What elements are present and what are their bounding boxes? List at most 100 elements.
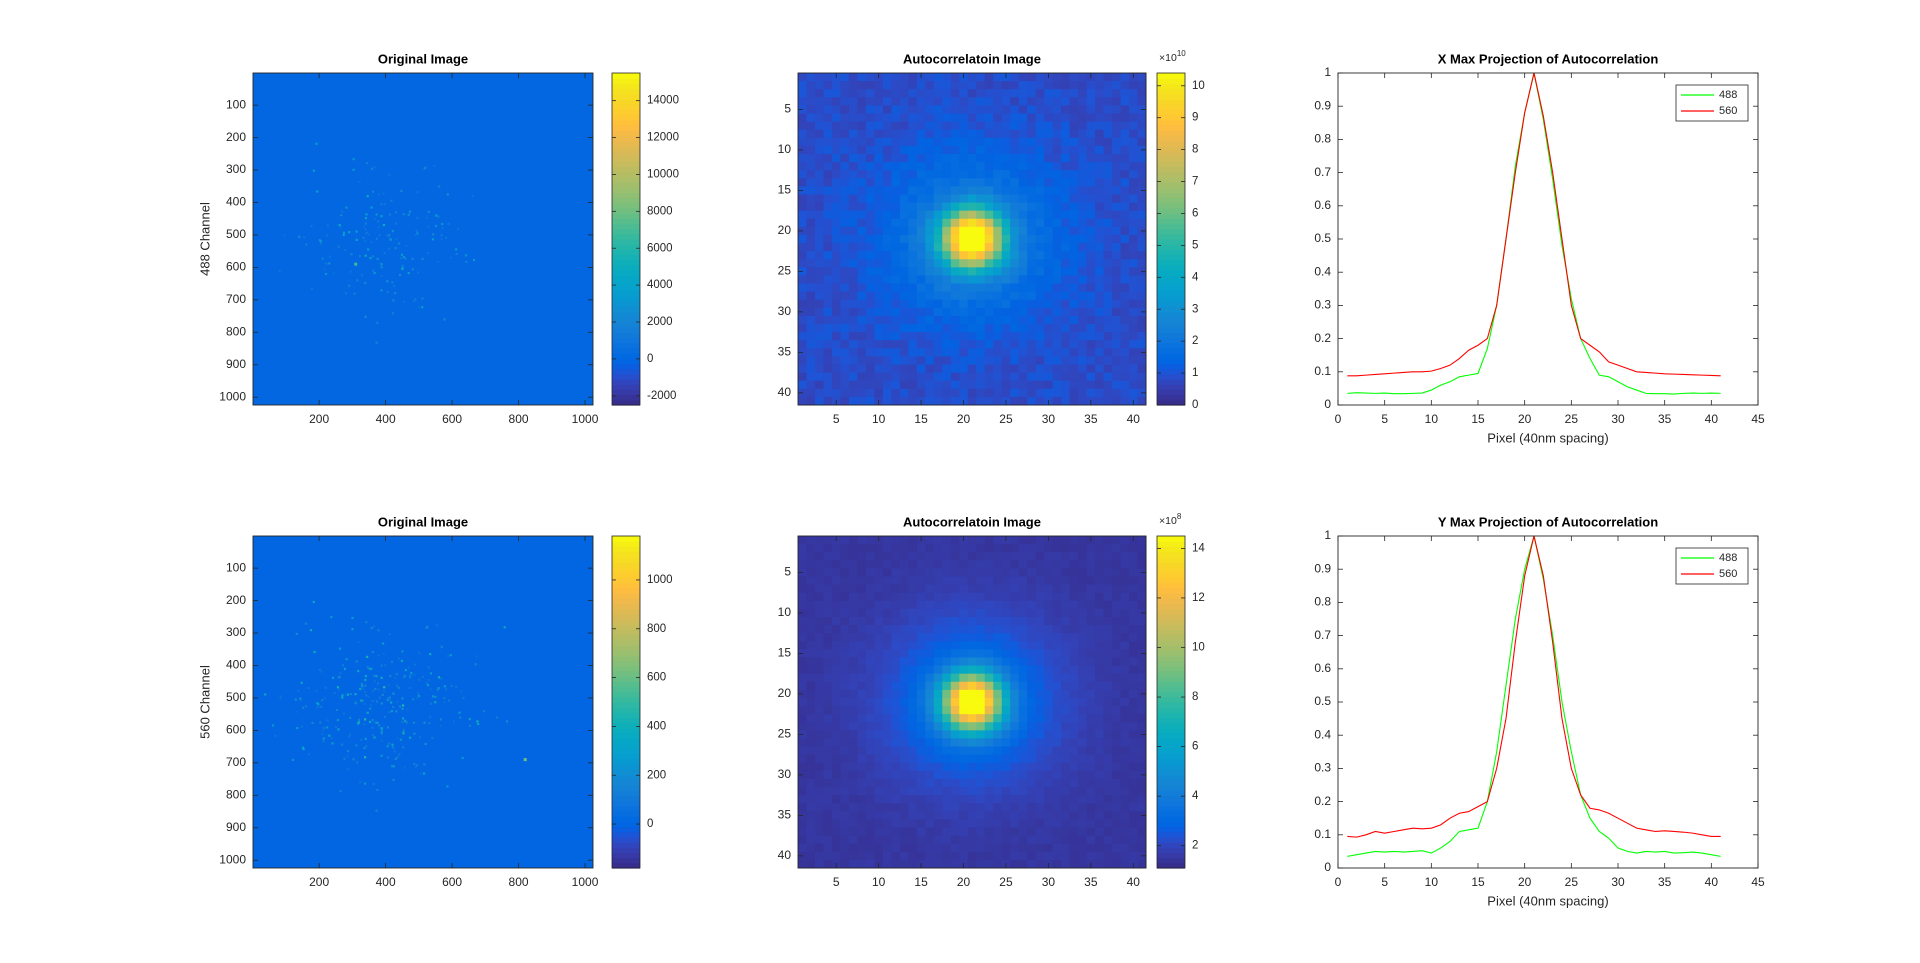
heatmap-cell — [1120, 625, 1130, 634]
heatmap-cell — [814, 568, 824, 577]
heatmap-cell — [806, 600, 816, 610]
spot — [319, 239, 322, 243]
heatmap-cell — [1018, 625, 1028, 634]
heatmap-cell — [1010, 803, 1020, 812]
heatmap-cell — [1112, 202, 1122, 212]
heatmap-cell — [874, 681, 884, 691]
heatmap-cell — [1112, 835, 1122, 845]
heatmap-cell — [1112, 137, 1122, 147]
heatmap-cell — [1010, 851, 1020, 861]
heatmap-cell — [950, 641, 960, 650]
heatmap-cell — [933, 843, 943, 853]
heatmap-cell — [959, 746, 969, 756]
heatmap-cell — [1069, 665, 1079, 675]
heatmap-cell — [950, 778, 960, 788]
heatmap-cell — [831, 608, 841, 618]
heatmap-cell — [1035, 730, 1045, 739]
heatmap-cell — [899, 259, 909, 268]
heatmap-cell — [857, 210, 867, 220]
heatmap-cell — [1010, 584, 1020, 594]
heatmap-cell — [798, 234, 807, 244]
heatmap-cell — [874, 778, 884, 788]
heatmap-cell — [814, 592, 824, 602]
heatmap-cell — [798, 291, 807, 301]
heatmap-cell — [984, 608, 994, 618]
heatmap-cell — [848, 129, 858, 139]
heatmap-cell — [1001, 153, 1011, 163]
heatmap-cell — [899, 372, 909, 382]
heatmap-cell — [831, 202, 841, 212]
colorbar-segment — [612, 629, 640, 636]
heatmap-cell — [1069, 364, 1079, 374]
heatmap-cell — [967, 340, 977, 349]
heatmap-cell — [1052, 299, 1062, 309]
heatmap-cell — [1061, 746, 1071, 756]
heatmap-cell — [1086, 697, 1096, 707]
colorbar-segment — [1157, 624, 1185, 630]
heatmap-cell — [1001, 307, 1011, 317]
heatmap-cell — [1001, 372, 1011, 382]
heatmap-cell — [1129, 291, 1139, 301]
heatmap-cell — [1086, 137, 1096, 147]
heatmap-cell — [1086, 616, 1096, 626]
heatmap-cell — [882, 544, 892, 553]
heatmap-cell — [993, 97, 1003, 106]
heatmap-cell — [950, 560, 960, 569]
colorbar-segment — [1157, 98, 1185, 105]
heatmap-cell — [1103, 544, 1113, 553]
legend-label: 488 — [1719, 552, 1737, 564]
spot — [397, 657, 400, 660]
heatmap-cell — [950, 97, 960, 106]
heatmap-cell — [899, 105, 909, 114]
heatmap-cell — [1069, 568, 1079, 577]
x-tick-label: 600 — [442, 875, 462, 889]
heatmap-cell — [798, 372, 807, 382]
heatmap-cell — [942, 396, 952, 406]
heatmap-cell — [840, 689, 850, 699]
heatmap-cell — [806, 121, 816, 131]
heatmap-cell — [908, 633, 918, 642]
heatmap-cell — [806, 625, 816, 634]
heatmap-cell — [1103, 681, 1113, 691]
heatmap-cell — [865, 388, 875, 398]
heatmap-cell — [899, 730, 909, 739]
heatmap-cell — [1078, 811, 1088, 820]
spot — [421, 306, 424, 309]
heatmap-cell — [874, 544, 884, 553]
colorbar-segment — [1157, 73, 1185, 79]
colorbar-segment — [612, 78, 640, 84]
heatmap-cell — [1112, 153, 1122, 163]
heatmap-cell — [1035, 356, 1045, 366]
heatmap-cell — [950, 364, 960, 374]
heatmap-cell — [976, 234, 986, 244]
y-tick-label: 700 — [226, 755, 246, 769]
heatmap-cell — [882, 681, 892, 691]
heatmap-cell — [823, 738, 833, 748]
heatmap-cell — [1120, 105, 1130, 114]
heatmap-cell — [1027, 218, 1037, 228]
heatmap-cell — [942, 291, 952, 301]
heatmap-cell — [1010, 137, 1020, 147]
spot — [376, 257, 379, 261]
heatmap-cell — [1095, 811, 1105, 820]
heatmap-cell — [967, 673, 977, 683]
heatmap-cell — [1137, 283, 1147, 293]
heatmap-cell — [882, 552, 892, 561]
heatmap-cell — [831, 819, 841, 829]
heatmap-cell — [933, 770, 943, 780]
heatmap-cell — [1052, 162, 1062, 171]
heatmap-cell — [916, 137, 926, 147]
heatmap-cell — [1044, 657, 1054, 667]
spot — [399, 738, 403, 741]
heatmap-cell — [848, 787, 858, 796]
heatmap-cell — [814, 162, 824, 171]
heatmap-cell — [984, 625, 994, 634]
heatmap-cell — [1103, 356, 1113, 366]
heatmap-cell — [865, 137, 875, 147]
heatmap-cell — [798, 859, 807, 869]
spot — [371, 699, 374, 703]
heatmap-cell — [1078, 186, 1088, 195]
spot — [387, 684, 390, 687]
spot — [408, 736, 412, 739]
heatmap-cell — [1137, 97, 1147, 106]
